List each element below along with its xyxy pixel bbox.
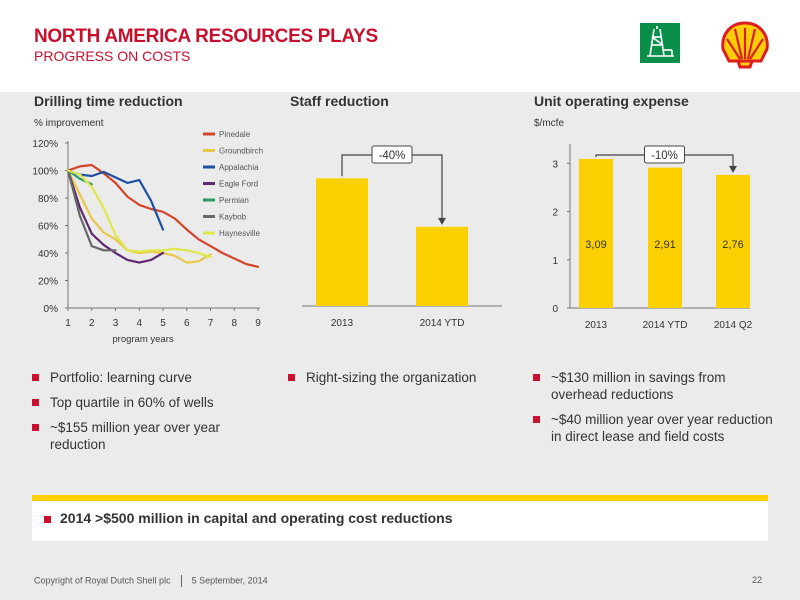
legend-label: Groundbirch: [219, 147, 263, 156]
bar: [316, 178, 368, 306]
unit-opex-chart: 0 1 2 3 2013 3,09 2014 YTD 2,91 2014 Q2 2,76 -10%: [552, 144, 753, 331]
legend-swatch: [203, 182, 215, 185]
annotation-label: -40%: [379, 150, 406, 162]
y-tick-label: 120%: [32, 139, 58, 150]
bullets-col1: Portfolio: learning curve Top quartile i…: [32, 369, 272, 461]
legend-swatch: [203, 215, 215, 218]
drilling-rig-icon: [640, 23, 680, 63]
legend-label: Appalachia: [219, 163, 259, 172]
bullets-col2: Right-sizing the organization: [288, 369, 518, 394]
legend-swatch: [203, 132, 215, 136]
y-tick-label: 20%: [38, 277, 58, 288]
annotation-arrow: [729, 165, 737, 173]
x-tick-label: 3: [113, 318, 119, 329]
data-label: 2,76: [722, 239, 743, 251]
annotation-badge: [644, 145, 685, 164]
y-tick-label: 40%: [38, 249, 58, 260]
bullets-col3: ~$130 million in savings from overhead r…: [533, 369, 773, 453]
x-axis-label: program years: [112, 334, 173, 345]
series-line-eagle-ford: [66, 169, 165, 264]
legend-label: Eagle Ford: [219, 180, 258, 189]
footer-date: 5 September, 2014: [191, 575, 268, 586]
series-line-groundbirch: [66, 169, 212, 264]
opex-chart-title: Unit operating expense: [534, 93, 689, 109]
annotation-arrow: [438, 217, 446, 225]
legend-label: Permian: [219, 196, 249, 205]
y-tick-label: 2: [552, 208, 558, 219]
y-tick-label: 100%: [32, 167, 58, 178]
opex-ylabel: $/mcfe: [534, 118, 565, 129]
category-label: 2014 YTD: [420, 318, 465, 329]
annotation-label: -10%: [651, 150, 678, 162]
legend-swatch: [203, 198, 215, 202]
legend-swatch: [203, 149, 215, 152]
x-tick-label: 7: [208, 318, 214, 329]
bullet-item: Right-sizing the organization: [288, 369, 518, 386]
bullet-item: Portfolio: learning curve: [32, 369, 272, 386]
page-subtitle: PROGRESS ON COSTS: [34, 48, 191, 64]
annotation-badge: [371, 145, 413, 164]
category-label: 2013: [585, 320, 608, 331]
staff-chart-title: Staff reduction: [290, 93, 389, 109]
y-tick-label: 3: [552, 159, 558, 170]
legend-swatch: [203, 165, 215, 169]
x-tick-label: 6: [184, 318, 190, 329]
header-bar: NORTH AMERICA RESOURCES PLAYS PROGRESS O…: [0, 0, 800, 92]
page-number: 22: [752, 575, 763, 585]
series-line-appalachia: [66, 169, 165, 231]
bullet-item: ~$155 million year over year reduction: [32, 419, 272, 453]
summary-text: 2014 >$500 million in capital and operat…: [60, 510, 453, 526]
category-label: 2014 YTD: [643, 320, 688, 331]
bullet-item: Top quartile in 60% of wells: [32, 394, 272, 411]
y-tick-label: 0: [552, 304, 558, 315]
category-label: 2014 Q2: [714, 320, 753, 331]
data-label: 2,91: [654, 239, 675, 251]
bullet-item: ~$130 million in savings from overhead r…: [533, 369, 773, 403]
summary-box: 2014 >$500 million in capital and operat…: [32, 495, 768, 541]
x-tick-label: 1: [65, 318, 71, 329]
y-tick-label: 80%: [38, 194, 58, 205]
y-tick-label: 60%: [38, 222, 58, 233]
legend-label: Haynesville: [219, 229, 260, 238]
x-tick-label: 2: [89, 318, 95, 329]
bar: [416, 226, 468, 306]
category-label: 2013: [331, 318, 354, 329]
x-tick-label: 9: [255, 318, 261, 329]
x-tick-label: 5: [160, 318, 166, 329]
legend-swatch: [203, 231, 215, 235]
bullet-item: ~$40 million year over year reduction in…: [533, 411, 773, 445]
y-tick-label: 0%: [44, 304, 59, 315]
drilling-ylabel: % improvement: [34, 118, 104, 129]
bar: [579, 158, 613, 308]
page-title: NORTH AMERICA RESOURCES PLAYS: [34, 26, 378, 47]
legend-label: Kaybob: [219, 213, 247, 222]
x-tick-label: 8: [231, 318, 237, 329]
legend-label: Pinedale: [219, 130, 251, 139]
drilling-time-chart: 0% 20% 40% 60% 80% 100% 120% 1 2 3 4 5 6 7 8 9 program y…: [32, 130, 263, 345]
bar: [648, 167, 682, 308]
data-label: 3,09: [585, 239, 606, 251]
copyright: Copyright of Royal Dutch Shell plc: [34, 575, 171, 586]
staff-reduction-chart: 2013 2014 YTD -40%: [302, 145, 502, 329]
series-line-pinedale: [66, 163, 260, 268]
x-tick-label: 4: [136, 318, 142, 329]
drilling-chart-title: Drilling time reduction: [34, 93, 183, 109]
y-tick-label: 1: [552, 256, 558, 267]
footer: Copyright of Royal Dutch Shell plc 5 Sept…: [34, 575, 268, 587]
series-line-kaybob: [66, 169, 117, 252]
series-line-haynesville: [66, 169, 212, 259]
shell-logo: [721, 21, 769, 69]
bar: [716, 174, 750, 308]
summary-bullet-icon: [44, 516, 51, 523]
